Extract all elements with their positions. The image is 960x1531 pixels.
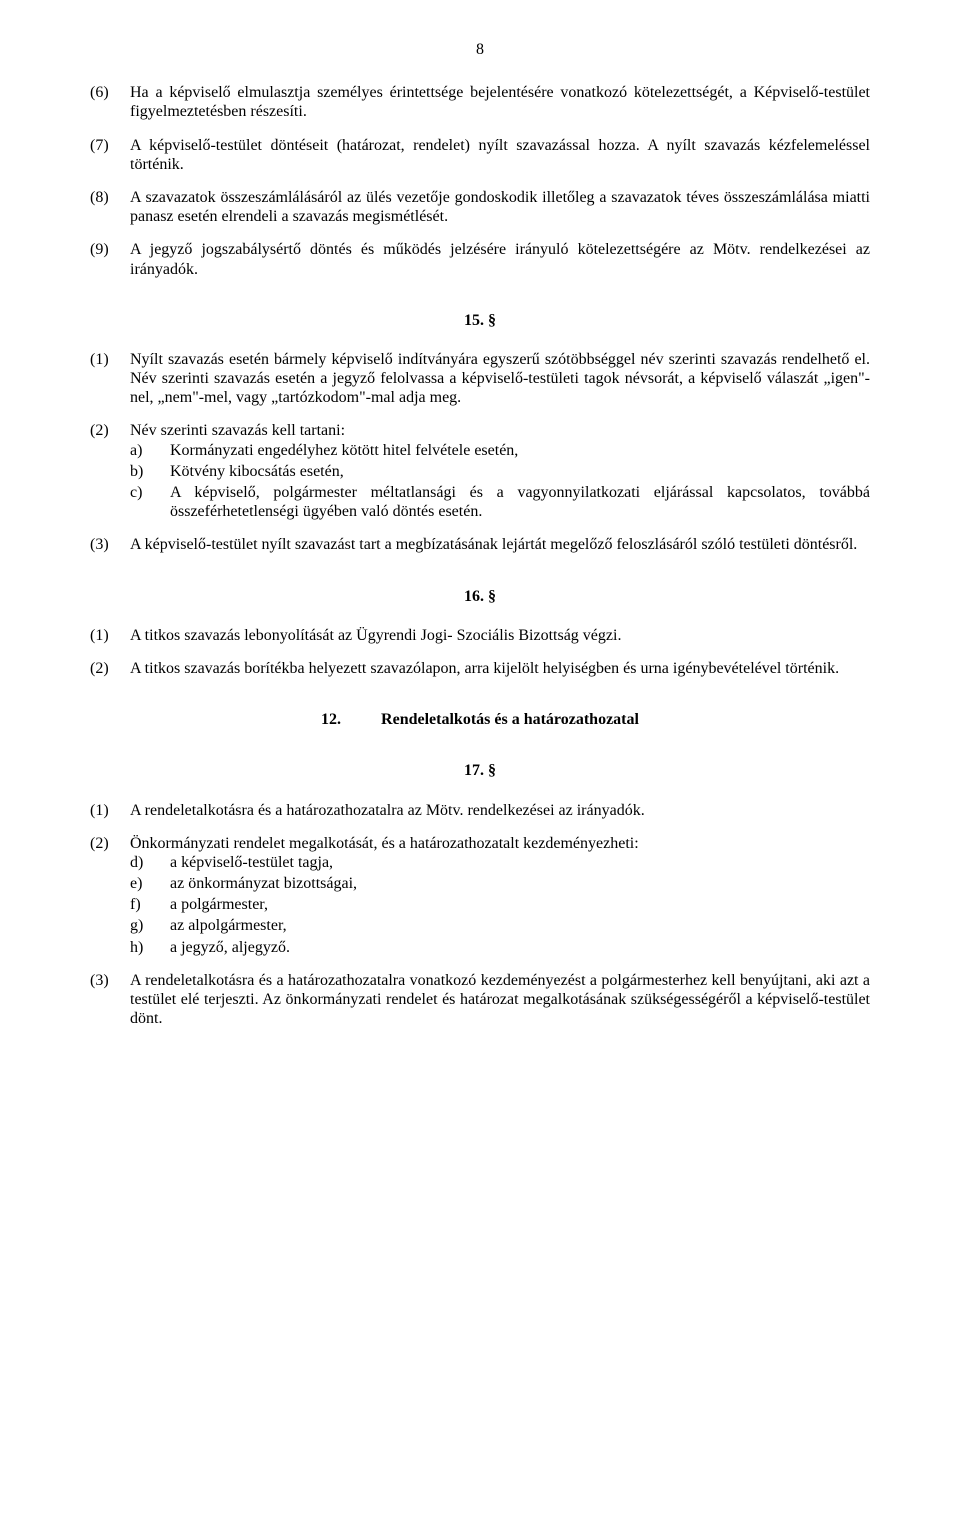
s17-para-1: (1) A rendeletalkotásra és a határozatho… (90, 801, 870, 820)
list-item-a: a) Kormányzati engedélyhez kötött hitel … (130, 441, 870, 460)
para-text: A képviselő-testület döntéseit (határoza… (130, 136, 870, 174)
item-text: a jegyző, aljegyző. (170, 938, 870, 957)
item-label: c) (130, 483, 170, 521)
s15-para-1: (1) Nyílt szavazás esetén bármely képvis… (90, 350, 870, 408)
item-label: g) (130, 916, 170, 935)
para-num: (7) (90, 136, 130, 155)
para-intro: Név szerinti szavazás kell tartani: (130, 421, 870, 440)
item-text: a képviselő-testület tagja, (170, 853, 870, 872)
para-text: A titkos szavazás lebonyolítását az Ügyr… (130, 626, 870, 645)
heading-num: 12. (321, 710, 341, 729)
heading-12: 12. Rendeletalkotás és a határozathozata… (90, 710, 870, 729)
item-label: e) (130, 874, 170, 893)
para-text: A jegyző jogszabálysértő döntés és működ… (130, 240, 870, 278)
para-intro: Önkormányzati rendelet megalkotását, és … (130, 834, 870, 853)
item-text: Kötvény kibocsátás esetén, (170, 462, 870, 481)
item-label: f) (130, 895, 170, 914)
paragraph-6: (6) Ha a képviselő elmulasztja személyes… (90, 83, 870, 121)
item-text: az alpolgármester, (170, 916, 870, 935)
s17-para-2: (2) Önkormányzati rendelet megalkotását,… (90, 834, 870, 957)
list-item-c: c) A képviselő, polgármester méltatlansá… (130, 483, 870, 521)
item-label: b) (130, 462, 170, 481)
para-num: (6) (90, 83, 130, 102)
section-15: 15. § (90, 311, 870, 330)
s16-para-2: (2) A titkos szavazás borítékba helyezet… (90, 659, 870, 678)
item-label: d) (130, 853, 170, 872)
item-text: Kormányzati engedélyhez kötött hitel fel… (170, 441, 870, 460)
list-item-f: f) a polgármester, (130, 895, 870, 914)
list-item-b: b) Kötvény kibocsátás esetén, (130, 462, 870, 481)
page-number: 8 (90, 40, 870, 59)
para-num: (1) (90, 350, 130, 369)
para-num: (8) (90, 188, 130, 207)
heading-title: Rendeletalkotás és a határozathozatal (381, 710, 639, 729)
para-text: A titkos szavazás borítékba helyezett sz… (130, 659, 870, 678)
para-num: (3) (90, 535, 130, 554)
item-text: A képviselő, polgármester méltatlansági … (170, 483, 870, 521)
para-text: A szavazatok összeszámlálásáról az ülés … (130, 188, 870, 226)
item-label: h) (130, 938, 170, 957)
item-text: az önkormányzat bizottságai, (170, 874, 870, 893)
para-text: A rendeletalkotásra és a határozathozata… (130, 971, 870, 1029)
paragraph-9: (9) A jegyző jogszabálysértő döntés és m… (90, 240, 870, 278)
para-text: A képviselő-testület nyílt szavazást tar… (130, 535, 870, 554)
s16-para-1: (1) A titkos szavazás lebonyolítását az … (90, 626, 870, 645)
item-text: a polgármester, (170, 895, 870, 914)
s15-para-2: (2) Név szerinti szavazás kell tartani: … (90, 421, 870, 521)
list-item-g: g) az alpolgármester, (130, 916, 870, 935)
para-num: (2) (90, 421, 130, 440)
para-text: Nyílt szavazás esetén bármely képviselő … (130, 350, 870, 408)
s15-para-3: (3) A képviselő-testület nyílt szavazást… (90, 535, 870, 554)
list-item-d: d) a képviselő-testület tagja, (130, 853, 870, 872)
para-num: (2) (90, 659, 130, 678)
item-label: a) (130, 441, 170, 460)
para-num: (2) (90, 834, 130, 853)
para-num: (1) (90, 801, 130, 820)
para-num: (1) (90, 626, 130, 645)
s17-para-3: (3) A rendeletalkotásra és a határozatho… (90, 971, 870, 1029)
list-item-e: e) az önkormányzat bizottságai, (130, 874, 870, 893)
para-num: (3) (90, 971, 130, 990)
para-text: A rendeletalkotásra és a határozathozata… (130, 801, 870, 820)
paragraph-8: (8) A szavazatok összeszámlálásáról az ü… (90, 188, 870, 226)
para-num: (9) (90, 240, 130, 259)
para-text: Ha a képviselő elmulasztja személyes éri… (130, 83, 870, 121)
paragraph-7: (7) A képviselő-testület döntéseit (hatá… (90, 136, 870, 174)
list-item-h: h) a jegyző, aljegyző. (130, 938, 870, 957)
section-16: 16. § (90, 587, 870, 606)
section-17: 17. § (90, 761, 870, 780)
